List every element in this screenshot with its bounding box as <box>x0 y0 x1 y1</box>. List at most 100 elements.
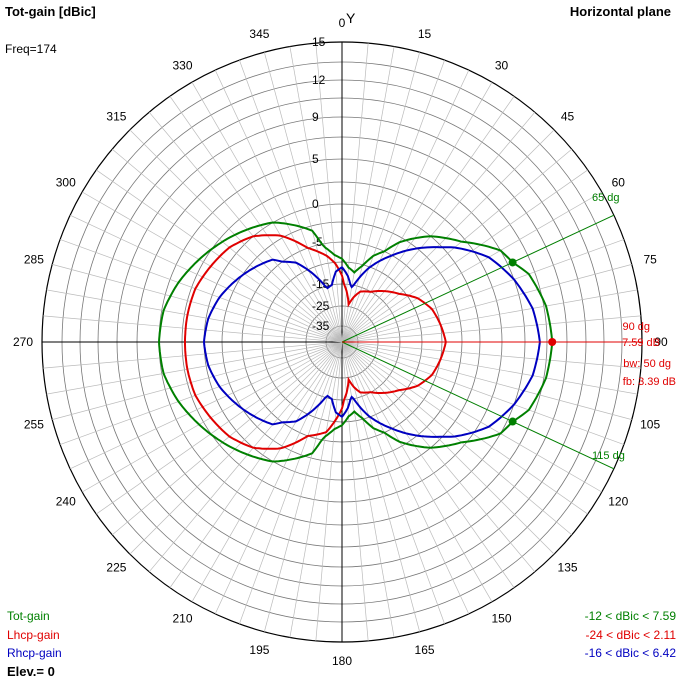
grid-spoke <box>59 341 343 445</box>
grid-spoke <box>191 341 343 602</box>
angle-tick-label: 135 <box>558 561 578 575</box>
radial-tick-label: 15 <box>312 35 326 49</box>
grid-spoke <box>341 341 573 536</box>
grid-spoke <box>148 111 343 343</box>
beam-annotations: 65 dg 115 dg 90 dg 7.59 dB bw: 50 dg fb: 3.39… <box>341 192 676 470</box>
grid-spoke <box>264 52 343 343</box>
beamwidth-label: bw: 50 dg <box>623 358 671 370</box>
grid-spoke <box>341 341 536 573</box>
grid-spoke <box>191 82 343 343</box>
radial-tick-label: -25 <box>312 299 330 313</box>
angle-tick-label: 345 <box>249 27 269 41</box>
angle-tick-label: 45 <box>561 109 575 123</box>
grid-spoke <box>341 82 493 343</box>
radial-tick-label: 12 <box>312 73 326 87</box>
angle-tick-label: 315 <box>106 109 126 123</box>
grid-spoke <box>341 191 602 343</box>
max-direction-label: 90 dg <box>622 321 650 333</box>
grid-spoke <box>52 341 343 420</box>
beam-edge-marker <box>508 258 517 267</box>
grid-spoke <box>341 96 515 343</box>
grid-spoke <box>341 59 445 343</box>
grid-spoke <box>315 43 343 343</box>
chart-title: Tot-gain [dBic] <box>5 4 96 19</box>
grid-spoke <box>46 289 343 343</box>
grid-spoke <box>341 239 625 343</box>
grid-spoke <box>341 46 395 343</box>
grid-spoke <box>341 69 470 343</box>
grid-spoke <box>341 341 641 369</box>
grid-spoke <box>341 341 445 625</box>
radial-tick-label: -5 <box>312 235 323 249</box>
grid-spoke <box>341 264 632 343</box>
curve-rhcp-gain <box>202 246 541 438</box>
y-axis-label: Y <box>346 10 356 26</box>
radial-tick-label: -35 <box>312 319 330 333</box>
beam-edge-line <box>341 214 615 343</box>
plane-label: Horizontal plane <box>569 4 671 19</box>
angle-tick-label: 15 <box>418 27 432 41</box>
angle-tick-label: 210 <box>172 611 192 625</box>
range-lhcp-gain: -24 < dBic < 2.11 <box>585 628 676 642</box>
grid-spoke <box>341 43 369 343</box>
grid-spoke <box>341 341 632 420</box>
legend-rhcp-gain: Rhcp-gain <box>7 646 62 660</box>
grid-spoke <box>341 341 420 632</box>
elevation-label: Elev.= 0 <box>7 664 55 679</box>
grid-spoke <box>43 341 343 369</box>
angle-tick-label: 225 <box>106 561 126 575</box>
angle-tick-label: 240 <box>56 495 76 509</box>
grid-spoke <box>341 341 470 615</box>
legend-tot-gain: Tot-gain <box>7 609 50 623</box>
grid-spoke <box>341 111 536 343</box>
grid-spoke <box>59 239 343 343</box>
grid-spoke <box>289 341 343 638</box>
grid-spoke <box>69 214 343 343</box>
beam-left-angle-label: 65 dg <box>592 192 620 204</box>
range-rhcp-gain: -16 < dBic < 6.42 <box>584 646 676 660</box>
grid-spoke <box>52 264 343 343</box>
grid-spoke <box>111 341 343 536</box>
grid-spoke <box>341 341 555 555</box>
angle-tick-label: 300 <box>56 176 76 190</box>
angle-tick-label: 120 <box>608 495 628 509</box>
grid-spoke <box>289 46 343 343</box>
grid-spoke <box>341 148 573 343</box>
grid-spoke <box>341 341 515 588</box>
grid-spoke <box>239 341 343 625</box>
grid-spoke <box>264 341 343 632</box>
angle-tick-label: 0 <box>339 16 346 30</box>
radial-tick-label: 0 <box>312 197 319 211</box>
front-back-label: fb: 3.39 dB <box>623 376 676 388</box>
gain-curves <box>157 221 554 463</box>
grid-spoke <box>69 341 343 470</box>
range-tot-gain: -12 < dBic < 7.59 <box>584 609 676 623</box>
angle-tick-label: 165 <box>415 643 435 657</box>
max-gain-label: 7.59 dB <box>622 337 660 349</box>
grid-spoke <box>341 341 493 602</box>
grid-spoke <box>169 341 343 588</box>
grid-spoke <box>341 52 420 343</box>
grid-spoke <box>82 341 343 493</box>
grid-spoke <box>129 129 343 343</box>
grid-spoke <box>341 341 588 515</box>
curve-tot-gain <box>157 221 554 463</box>
grid-spoke <box>214 69 343 343</box>
beam-edge-marker <box>508 417 517 426</box>
angle-tick-label: 150 <box>491 611 511 625</box>
beam-edge-line <box>341 341 615 470</box>
grid-spoke <box>46 341 343 395</box>
grid-spoke <box>341 169 588 343</box>
radial-tick-label: 9 <box>312 110 319 124</box>
grid-spoke <box>82 191 343 343</box>
grid-spoke <box>341 315 641 343</box>
grid-spoke <box>341 289 638 343</box>
radial-tick-label: 5 <box>312 152 319 166</box>
grid-spoke <box>214 341 343 615</box>
grid-spoke <box>341 341 638 395</box>
grid-spoke <box>341 129 555 343</box>
max-gain-marker <box>548 338 557 346</box>
grid-spoke <box>129 341 343 555</box>
frequency-label: Freq=174 <box>5 42 57 56</box>
